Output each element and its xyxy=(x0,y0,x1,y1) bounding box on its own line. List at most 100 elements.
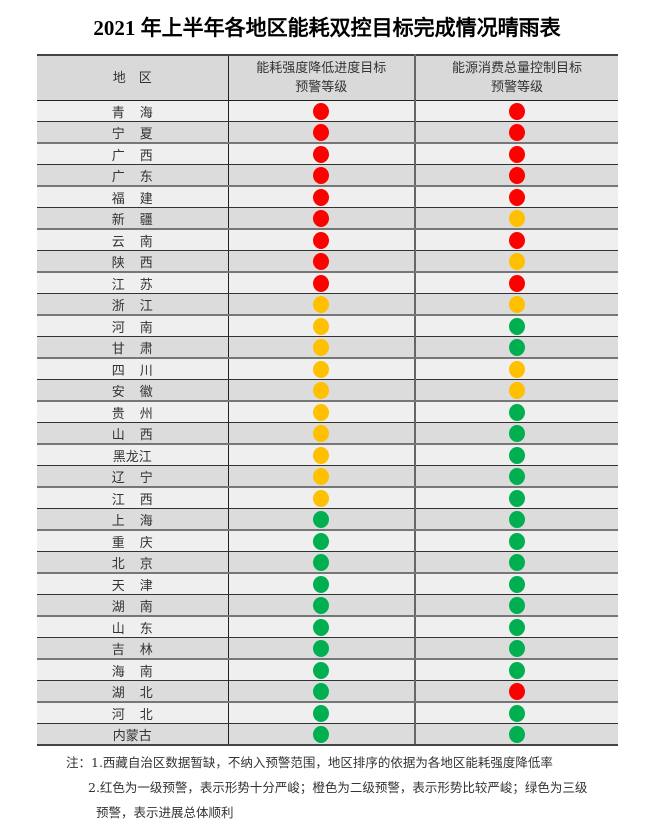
region-name: 福建 xyxy=(111,191,168,207)
table-row: 吉林 xyxy=(37,637,618,660)
region-name: 宁夏 xyxy=(111,126,168,142)
total-cell xyxy=(415,186,618,208)
header-intensity-line1: 能耗强度降低进度目标 xyxy=(256,61,387,76)
note-1: 注：1.西藏自治区数据暂缺，不纳入预警范围，地区排序的依据为各地区能耗强度降低率 xyxy=(66,755,553,770)
region-cell: 上海 xyxy=(37,508,229,531)
green-warning-dot-icon xyxy=(313,661,330,679)
table-row: 广西 xyxy=(37,143,618,165)
total-cell xyxy=(415,530,618,552)
intensity-cell xyxy=(228,315,416,337)
intensity-cell xyxy=(228,229,416,251)
region-cell: 安徽 xyxy=(37,379,229,402)
orange-warning-dot-icon xyxy=(509,209,525,227)
orange-warning-dot-icon xyxy=(313,317,330,335)
region-cell: 北京 xyxy=(37,551,229,574)
green-warning-dot-icon xyxy=(509,725,525,743)
region-name: 重庆 xyxy=(111,535,168,551)
table-row: 辽宁 xyxy=(37,465,618,488)
red-warning-dot-icon xyxy=(313,188,330,206)
intensity-cell xyxy=(228,508,416,531)
green-warning-dot-icon xyxy=(313,553,330,571)
region-cell: 江苏 xyxy=(37,272,229,294)
green-warning-dot-icon xyxy=(509,489,525,507)
table-row: 北京 xyxy=(37,551,618,574)
total-cell xyxy=(415,315,618,337)
total-cell xyxy=(415,164,618,187)
total-cell xyxy=(415,100,618,122)
header-total-line2: 预警等级 xyxy=(490,80,543,95)
orange-warning-dot-icon xyxy=(313,403,330,421)
header-total: 能源消费总量控制目标 预警等级 xyxy=(415,54,618,101)
region-cell: 广东 xyxy=(37,164,229,187)
region-cell: 内蒙古 xyxy=(37,723,229,746)
table-row: 甘肃 xyxy=(37,336,618,359)
region-cell: 陕西 xyxy=(37,250,229,273)
region-cell: 辽宁 xyxy=(37,465,229,488)
intensity-cell xyxy=(228,637,416,660)
intensity-cell xyxy=(228,616,416,638)
region-name: 湖南 xyxy=(111,599,168,615)
header-intensity: 能耗强度降低进度目标 预警等级 xyxy=(228,54,416,101)
total-cell xyxy=(415,573,618,595)
region-name: 新疆 xyxy=(111,212,168,228)
total-cell xyxy=(415,401,618,423)
green-warning-dot-icon xyxy=(313,682,330,700)
green-warning-dot-icon xyxy=(313,510,330,528)
region-cell: 山西 xyxy=(37,422,229,445)
note-3: 预警，表示进展总体顺利 xyxy=(96,805,234,820)
intensity-cell xyxy=(228,358,416,380)
table-row: 上海 xyxy=(37,508,618,531)
region-name: 河北 xyxy=(111,707,168,723)
intensity-cell xyxy=(228,659,416,681)
region-name: 浙江 xyxy=(111,298,168,314)
region-name: 广西 xyxy=(111,148,168,164)
total-cell xyxy=(415,659,618,681)
orange-warning-dot-icon xyxy=(313,489,330,507)
region-name: 安徽 xyxy=(111,384,168,400)
red-warning-dot-icon xyxy=(313,231,330,249)
table-row: 湖南 xyxy=(37,594,618,617)
region-cell: 青海 xyxy=(37,100,229,122)
table-row: 宁夏 xyxy=(37,121,618,144)
region-name: 海南 xyxy=(111,664,168,680)
orange-warning-dot-icon xyxy=(313,338,330,356)
intensity-cell xyxy=(228,100,416,122)
region-name: 天津 xyxy=(111,578,168,594)
green-warning-dot-icon xyxy=(313,596,330,614)
table-header: 地 区 能耗强度降低进度目标 预警等级 能源消费总量控制目标 预警等级 xyxy=(37,54,618,101)
region-cell: 宁夏 xyxy=(37,121,229,144)
total-cell xyxy=(415,594,618,617)
table-row: 天津 xyxy=(37,573,618,595)
green-warning-dot-icon xyxy=(509,532,525,550)
intensity-cell xyxy=(228,272,416,294)
total-cell xyxy=(415,293,618,316)
intensity-cell xyxy=(228,702,416,724)
region-name: 辽宁 xyxy=(111,470,168,486)
region-cell: 天津 xyxy=(37,573,229,595)
table-row: 黑龙江 xyxy=(37,444,618,466)
region-name: 黑龙江 xyxy=(112,449,152,465)
table-row: 山东 xyxy=(37,616,618,638)
total-cell xyxy=(415,207,618,230)
region-cell: 贵州 xyxy=(37,401,229,423)
total-cell xyxy=(415,702,618,724)
region-cell: 重庆 xyxy=(37,530,229,552)
region-cell: 黑龙江 xyxy=(37,444,229,466)
table-row: 安徽 xyxy=(37,379,618,402)
intensity-cell xyxy=(228,551,416,574)
red-warning-dot-icon xyxy=(509,123,525,141)
red-warning-dot-icon xyxy=(509,145,525,163)
total-cell xyxy=(415,465,618,488)
total-cell xyxy=(415,551,618,574)
green-warning-dot-icon xyxy=(509,510,525,528)
header-intensity-line2: 预警等级 xyxy=(295,80,348,95)
region-cell: 山东 xyxy=(37,616,229,638)
total-cell xyxy=(415,616,618,638)
green-warning-dot-icon xyxy=(313,532,330,550)
region-cell: 海南 xyxy=(37,659,229,681)
green-warning-dot-icon xyxy=(509,467,525,485)
intensity-cell xyxy=(228,186,416,208)
intensity-cell xyxy=(228,401,416,423)
orange-warning-dot-icon xyxy=(313,381,330,399)
region-name: 青海 xyxy=(111,105,168,121)
